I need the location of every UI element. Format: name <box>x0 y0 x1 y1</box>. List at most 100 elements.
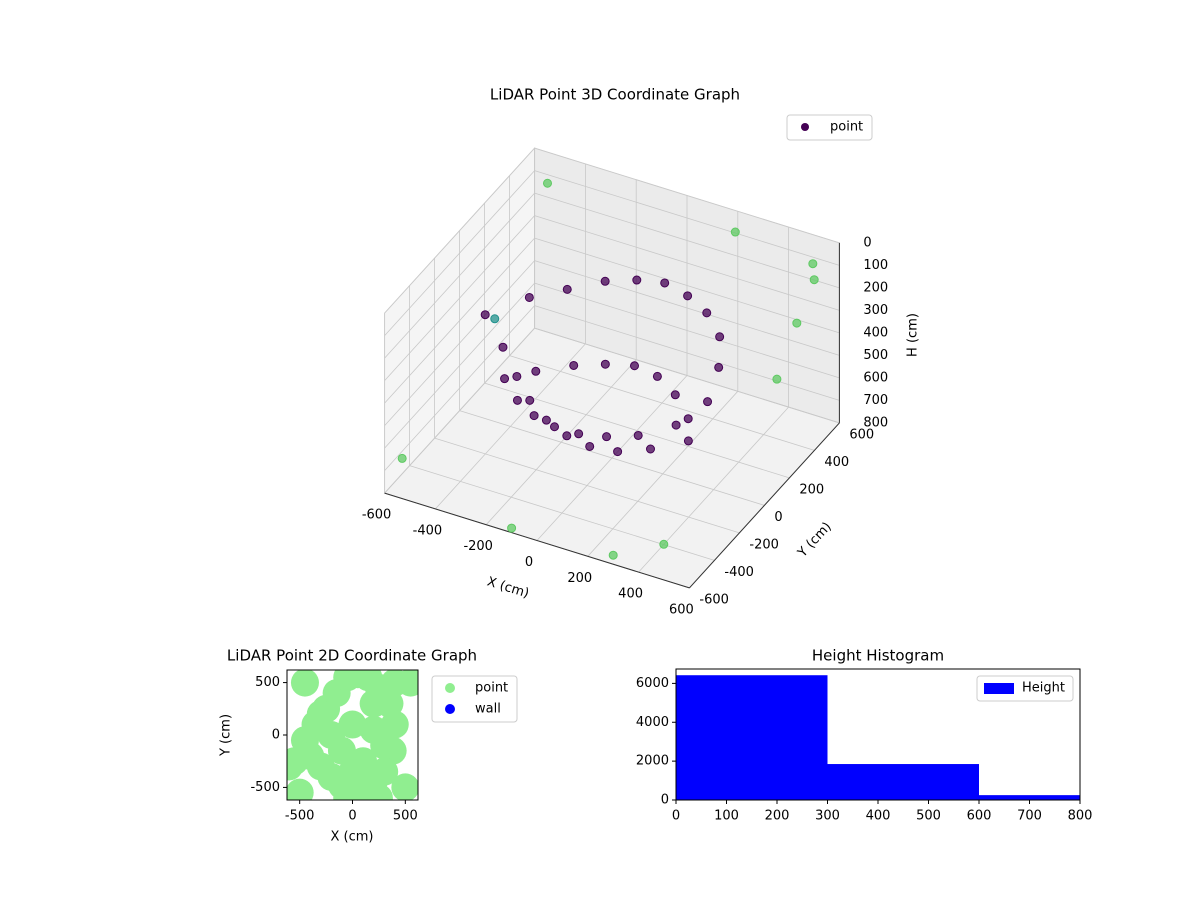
x-tick-label: -500 <box>285 809 315 824</box>
legend-box <box>976 675 1074 702</box>
point <box>671 420 681 430</box>
y-tick-label: 200 <box>799 482 824 497</box>
x-tick-label: 0 <box>525 555 533 570</box>
point <box>359 689 388 718</box>
grid-line <box>509 355 815 451</box>
legend-marker <box>445 683 455 693</box>
bar <box>979 795 1080 800</box>
point <box>500 374 510 384</box>
point <box>660 278 670 288</box>
z-tick-label: 400 <box>863 325 888 340</box>
grid-line <box>384 327 535 494</box>
y-tick-label: 2000 <box>636 754 669 769</box>
grid-line <box>384 215 535 381</box>
y-tick-label: 0 <box>774 510 782 525</box>
point <box>600 276 610 286</box>
x-tick-label: -600 <box>362 508 392 523</box>
x-tick-label: 300 <box>815 809 840 824</box>
y-tick-label: -500 <box>250 780 280 795</box>
point <box>498 342 508 352</box>
point <box>306 700 335 729</box>
y-tick-label: 400 <box>824 455 849 470</box>
point <box>529 411 539 421</box>
legend-box <box>786 114 873 141</box>
point <box>525 395 535 405</box>
legend-label: point <box>475 681 508 696</box>
grid-line <box>534 260 840 356</box>
bar <box>827 764 979 800</box>
point <box>792 318 802 328</box>
grid-line <box>534 215 840 311</box>
y-tick-label: 4000 <box>636 715 669 730</box>
point <box>600 359 610 369</box>
point <box>659 539 669 549</box>
grid-line <box>484 382 790 479</box>
point <box>512 371 522 381</box>
point <box>490 314 500 324</box>
point <box>585 441 595 451</box>
point <box>541 415 551 425</box>
grid-line <box>534 305 840 401</box>
point <box>480 310 490 320</box>
x-tick-label: 400 <box>618 587 643 602</box>
point <box>290 670 319 697</box>
axis-line <box>689 422 840 589</box>
legend-label: point <box>830 120 863 135</box>
point <box>703 397 713 407</box>
point <box>608 550 618 560</box>
z-tick-label: 300 <box>863 303 888 318</box>
point <box>683 291 693 301</box>
grid-line <box>434 437 740 534</box>
point <box>397 453 407 463</box>
point <box>602 432 612 442</box>
grid-line <box>534 147 840 244</box>
point <box>702 308 712 318</box>
z-tick-label: 0 <box>863 235 871 250</box>
grid-line <box>384 260 535 426</box>
x-tick-label: 700 <box>1017 809 1042 824</box>
z-tick-label: 600 <box>863 370 888 385</box>
point <box>380 710 409 739</box>
point <box>287 778 314 800</box>
z-tick-label: 500 <box>863 348 888 363</box>
point <box>809 275 819 285</box>
chart-title: Height Histogram <box>812 647 944 665</box>
grid-line <box>534 282 840 379</box>
point <box>391 773 418 800</box>
x-tick-label: 200 <box>765 809 790 824</box>
point <box>569 360 579 370</box>
x-tick-label: 500 <box>916 809 941 824</box>
grid-line <box>384 282 535 449</box>
x-axis-label: X (cm) <box>331 830 374 845</box>
x-tick-label: -200 <box>463 539 493 554</box>
point <box>714 362 724 372</box>
point <box>683 436 693 446</box>
z-tick-label: 700 <box>863 393 888 408</box>
chart-title: LiDAR Point 2D Coordinate Graph <box>227 647 477 665</box>
x-tick-label: 100 <box>714 809 739 824</box>
z-tick-label: 200 <box>863 280 888 295</box>
point <box>562 284 572 294</box>
point <box>630 361 639 371</box>
y-tick-label: 0 <box>661 793 669 808</box>
point <box>512 395 522 405</box>
plot-area <box>676 675 1080 800</box>
bar <box>676 675 828 800</box>
x-tick-label: 600 <box>967 809 992 824</box>
point <box>364 783 393 800</box>
point <box>507 523 517 533</box>
point <box>562 431 572 441</box>
point <box>531 366 541 376</box>
point <box>772 374 782 384</box>
legend-label: Height <box>1022 681 1065 696</box>
point <box>730 227 740 237</box>
legend-marker <box>445 704 455 714</box>
y-tick-label: 500 <box>255 675 280 690</box>
grid-line <box>534 170 840 266</box>
y-tick-label: -200 <box>749 537 779 552</box>
point <box>287 752 304 781</box>
point <box>338 710 367 739</box>
x-tick-label: 0 <box>672 809 680 824</box>
point <box>333 783 362 800</box>
